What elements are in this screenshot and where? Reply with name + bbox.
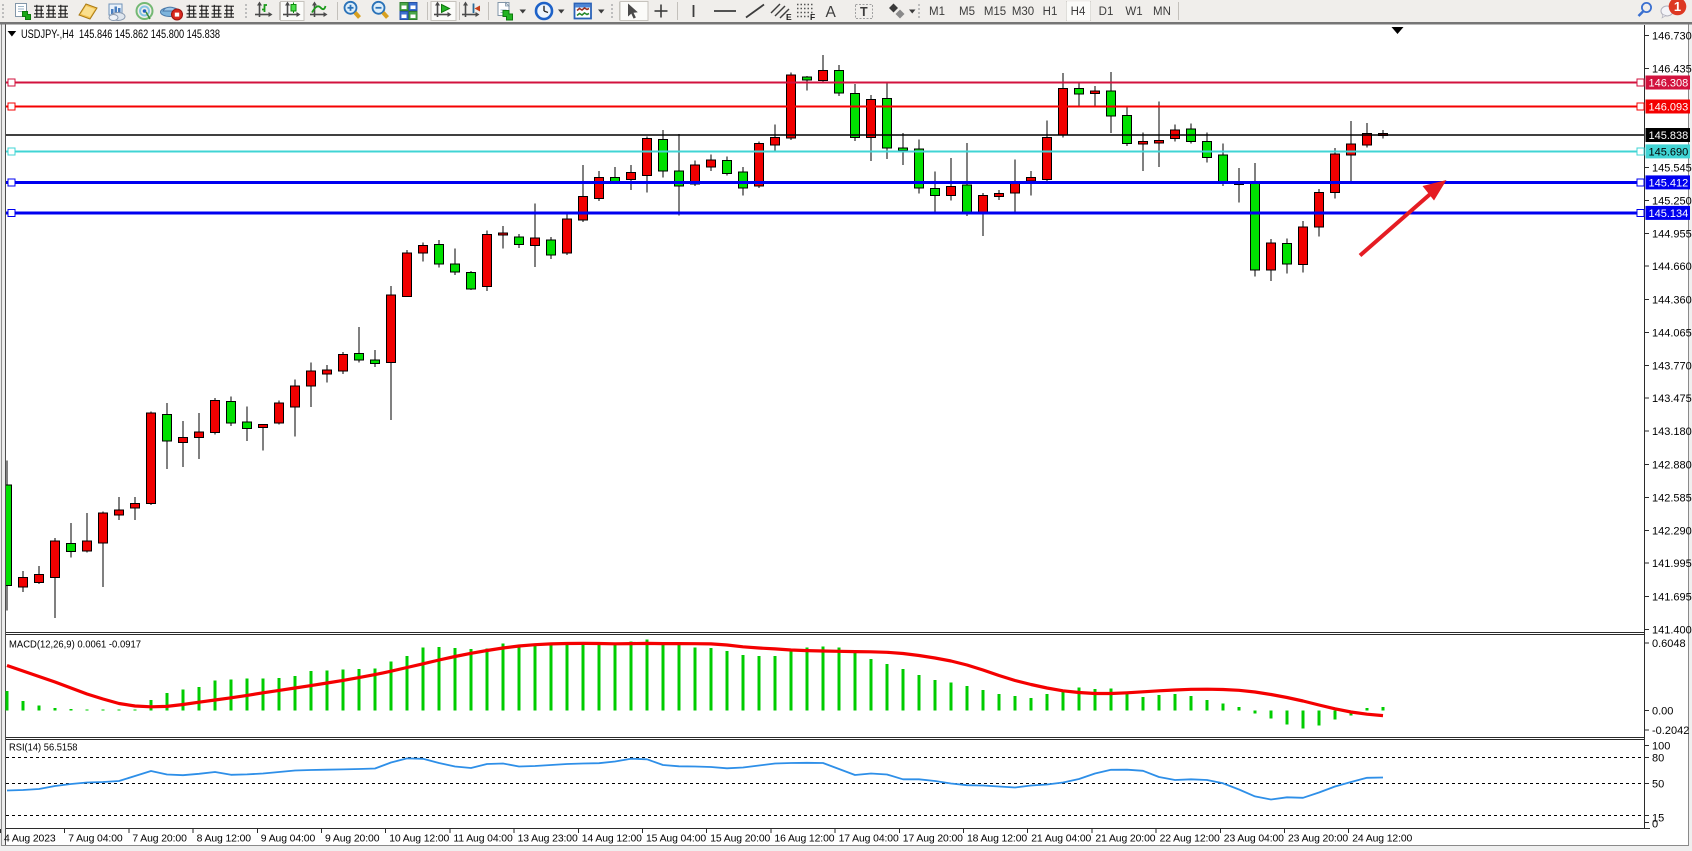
svg-text:143.180: 143.180 [1652, 426, 1692, 438]
svg-text:8 Aug 12:00: 8 Aug 12:00 [197, 834, 252, 845]
svg-text:146.308: 146.308 [1649, 78, 1689, 90]
svg-text:21 Aug 04:00: 21 Aug 04:00 [1031, 834, 1091, 845]
svg-text:18 Aug 12:00: 18 Aug 12:00 [967, 834, 1027, 845]
svg-text:16 Aug 12:00: 16 Aug 12:00 [774, 834, 834, 845]
svg-text:7 Aug 20:00: 7 Aug 20:00 [132, 834, 187, 845]
svg-text:9 Aug 04:00: 9 Aug 04:00 [261, 834, 316, 845]
svg-text:141.695: 141.695 [1652, 592, 1692, 604]
svg-text:142.880: 142.880 [1652, 460, 1692, 472]
svg-text:80: 80 [1652, 753, 1664, 765]
svg-text:MN: MN [1153, 6, 1171, 18]
svg-text:D1: D1 [1099, 6, 1114, 18]
svg-text:-0.2042: -0.2042 [1652, 725, 1689, 737]
svg-text:15: 15 [1652, 813, 1664, 825]
svg-text:50: 50 [1652, 779, 1664, 791]
svg-text:145.545: 145.545 [1652, 163, 1692, 175]
svg-text:E: E [786, 12, 792, 22]
svg-text:22 Aug 12:00: 22 Aug 12:00 [1160, 834, 1220, 845]
svg-text:142.290: 142.290 [1652, 525, 1692, 537]
svg-text:145.250: 145.250 [1652, 195, 1692, 207]
svg-text:T: T [860, 5, 868, 19]
svg-text:M15: M15 [984, 6, 1006, 18]
svg-text:11 Aug 04:00: 11 Aug 04:00 [453, 834, 513, 845]
svg-text:A: A [826, 4, 837, 21]
svg-text:0.6048: 0.6048 [1652, 638, 1686, 650]
svg-text:23 Aug 04:00: 23 Aug 04:00 [1224, 834, 1284, 845]
svg-text:USDJPY-,H4 145.846 145.862 14: USDJPY-,H4 145.846 145.862 145.800 145.8… [21, 29, 220, 41]
svg-text:145.134: 145.134 [1649, 208, 1689, 220]
svg-text:15 Aug 20:00: 15 Aug 20:00 [710, 834, 770, 845]
svg-text:141.995: 141.995 [1652, 558, 1692, 570]
svg-text:144.955: 144.955 [1652, 228, 1692, 240]
svg-text:145.412: 145.412 [1649, 177, 1689, 189]
svg-text:144.360: 144.360 [1652, 295, 1692, 307]
svg-text:MACD(12,26,9) 0.0061 -0.0917: MACD(12,26,9) 0.0061 -0.0917 [9, 639, 141, 651]
svg-text:0: 0 [1652, 819, 1658, 831]
svg-text:10 Aug 12:00: 10 Aug 12:00 [389, 834, 449, 845]
svg-text:1: 1 [1674, 0, 1681, 14]
svg-text:143.475: 143.475 [1652, 393, 1692, 405]
svg-text:0.00: 0.00 [1652, 706, 1673, 718]
svg-text:142.585: 142.585 [1652, 492, 1692, 504]
svg-text:24 Aug 12:00: 24 Aug 12:00 [1352, 834, 1412, 845]
svg-text:4 Aug 2023: 4 Aug 2023 [4, 834, 56, 845]
svg-text:W1: W1 [1125, 6, 1142, 18]
svg-text:17 Aug 04:00: 17 Aug 04:00 [839, 834, 899, 845]
svg-text:145.838: 145.838 [1649, 130, 1689, 142]
svg-text:141.400: 141.400 [1652, 624, 1692, 636]
svg-text:M1: M1 [929, 6, 945, 18]
svg-text:M5: M5 [959, 6, 975, 18]
svg-text:144.660: 144.660 [1652, 261, 1692, 273]
svg-text:146.435: 146.435 [1652, 63, 1692, 75]
svg-text:H1: H1 [1043, 6, 1058, 18]
svg-text:7 Aug 04:00: 7 Aug 04:00 [68, 834, 123, 845]
svg-text:17 Aug 20:00: 17 Aug 20:00 [903, 834, 963, 845]
svg-text:9 Aug 20:00: 9 Aug 20:00 [325, 834, 380, 845]
svg-text:M30: M30 [1012, 6, 1034, 18]
svg-text:23 Aug 20:00: 23 Aug 20:00 [1288, 834, 1348, 845]
svg-text:143.770: 143.770 [1652, 360, 1692, 372]
svg-text:14 Aug 12:00: 14 Aug 12:00 [582, 834, 642, 845]
svg-text:H4: H4 [1071, 6, 1086, 18]
svg-text:RSI(14) 56.5158: RSI(14) 56.5158 [9, 742, 78, 754]
svg-text:21 Aug 20:00: 21 Aug 20:00 [1095, 834, 1155, 845]
svg-text:146.093: 146.093 [1649, 102, 1689, 114]
svg-text:144.065: 144.065 [1652, 327, 1692, 339]
svg-text:100: 100 [1652, 741, 1670, 753]
svg-text:13 Aug 23:00: 13 Aug 23:00 [518, 834, 578, 845]
svg-text:145.690: 145.690 [1649, 146, 1689, 158]
svg-text:15 Aug 04:00: 15 Aug 04:00 [646, 834, 706, 845]
svg-text:146.730: 146.730 [1652, 31, 1692, 43]
svg-text:F: F [810, 12, 815, 22]
